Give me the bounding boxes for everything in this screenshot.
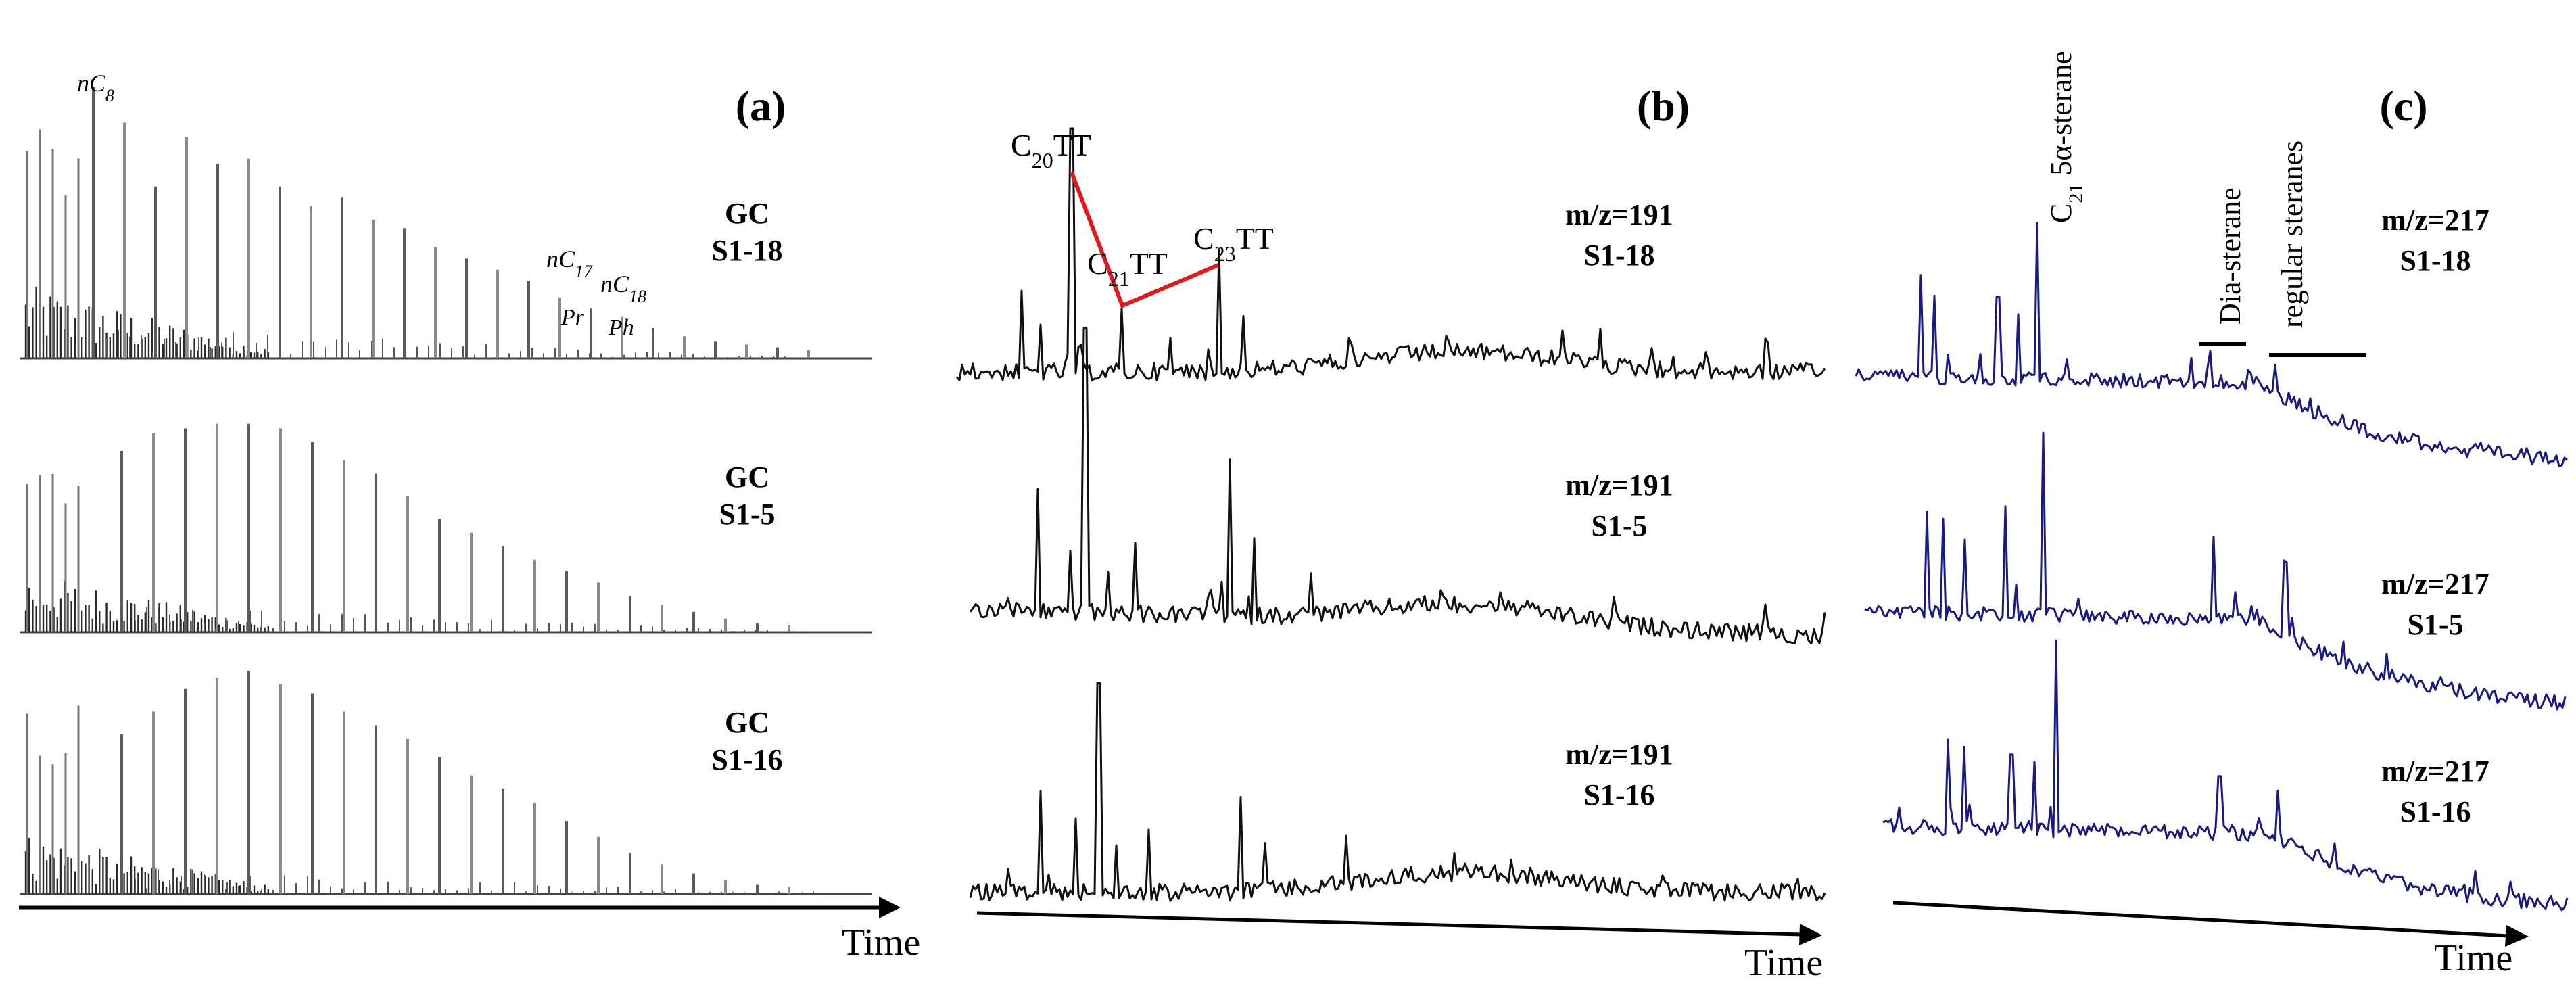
panel-c-trace-1-sample: S1-18 [2400, 244, 2471, 277]
panel-c-trace-3-ion: m/z=217 [2381, 755, 2489, 788]
panel-b-trace-3-sample: S1-16 [1583, 778, 1654, 811]
gc-trace-2 [20, 423, 872, 634]
panel-c-trace-3-sample: S1-16 [2400, 795, 2471, 828]
peak-label-c21tt: C21TT [1087, 246, 1168, 291]
panel-a: (a) GC S1-18 GC S1-5 GC S1-16 nC8 nC17 n… [19, 70, 920, 964]
panel-b-time-axis [976, 911, 1803, 937]
panel-b-trace-1-sample: S1-18 [1583, 239, 1654, 272]
panel-a-trace-2-detector: GC [725, 460, 769, 494]
annotation-nc18: nC18 [600, 270, 646, 306]
panel-a-axis-arrowhead [879, 897, 901, 918]
panel-b-xlabel: Time [1744, 942, 1823, 984]
panel-a-trace-3-detector: GC [725, 706, 769, 739]
panel-a-trace-1-sample: S1-18 [711, 234, 782, 267]
gc-trace-1 [20, 87, 872, 360]
gc-traces [20, 87, 872, 895]
mz217-trace-1 [1855, 222, 2568, 467]
panel-b-trace-2-ion: m/z=191 [1565, 469, 1673, 502]
panel-c-time-axis [1892, 901, 2509, 938]
mz217-trace-3 [1882, 639, 2569, 912]
tt-connector-line [1070, 171, 1220, 308]
panel-a-trace-3-sample: S1-16 [711, 743, 782, 776]
panel-a-trace-1-detector: GC [725, 197, 769, 230]
annotation-nc8: nC8 [77, 70, 114, 105]
panel-c-trace-1-ion: m/z=217 [2381, 204, 2489, 237]
peak-label-regular-steranes: regular steranes [2276, 141, 2309, 328]
panel-c-xlabel: Time [2434, 937, 2512, 979]
panel-b-trace-1-ion: m/z=191 [1565, 198, 1673, 231]
mz191-trace-1 [955, 127, 1826, 382]
annotation-pr: Pr [560, 305, 585, 330]
panel-c-trace-2-ion: m/z=217 [2381, 567, 2489, 600]
mz217-traces [1855, 222, 2569, 912]
panel-c-label: (c) [2379, 82, 2427, 130]
mz191-traces [955, 127, 1826, 902]
panel-b-axis-arrowhead [1799, 924, 1822, 945]
annotation-ph: Ph [608, 315, 634, 340]
mz191-trace-2 [969, 327, 1826, 644]
panel-a-trace-2-sample: S1-5 [719, 498, 775, 531]
panel-b: (b) m/z=191 S1-18 m/z=191 S1-5 m/z=191 S… [955, 82, 1826, 984]
annotation-nc17: nC17 [546, 245, 593, 281]
panel-b-label: (b) [1637, 82, 1690, 130]
panel-c: (c) m/z=217 S1-18 m/z=217 S1-5 m/z=217 S… [1855, 51, 2569, 979]
mz217-trace-2 [1864, 431, 2567, 711]
panel-b-trace-2-sample: S1-5 [1591, 509, 1647, 542]
panel-a-xlabel: Time [842, 922, 920, 964]
peak-label-dia-sterane: Dia-sterane [2214, 187, 2247, 325]
peak-label-c20tt: C20TT [1011, 128, 1091, 172]
mz191-trace-3 [969, 682, 1826, 902]
panel-b-trace-3-ion: m/z=191 [1565, 738, 1673, 771]
peak-label-c23tt: C23TT [1193, 221, 1274, 266]
peak-label-c21-5a-sterane: C21 5α-sterane [2045, 51, 2087, 223]
panel-c-axis-arrowhead [2505, 925, 2529, 947]
panel-a-label: (a) [736, 82, 786, 130]
panel-c-trace-2-sample: S1-5 [2407, 608, 2463, 641]
gc-trace-3 [20, 670, 872, 895]
